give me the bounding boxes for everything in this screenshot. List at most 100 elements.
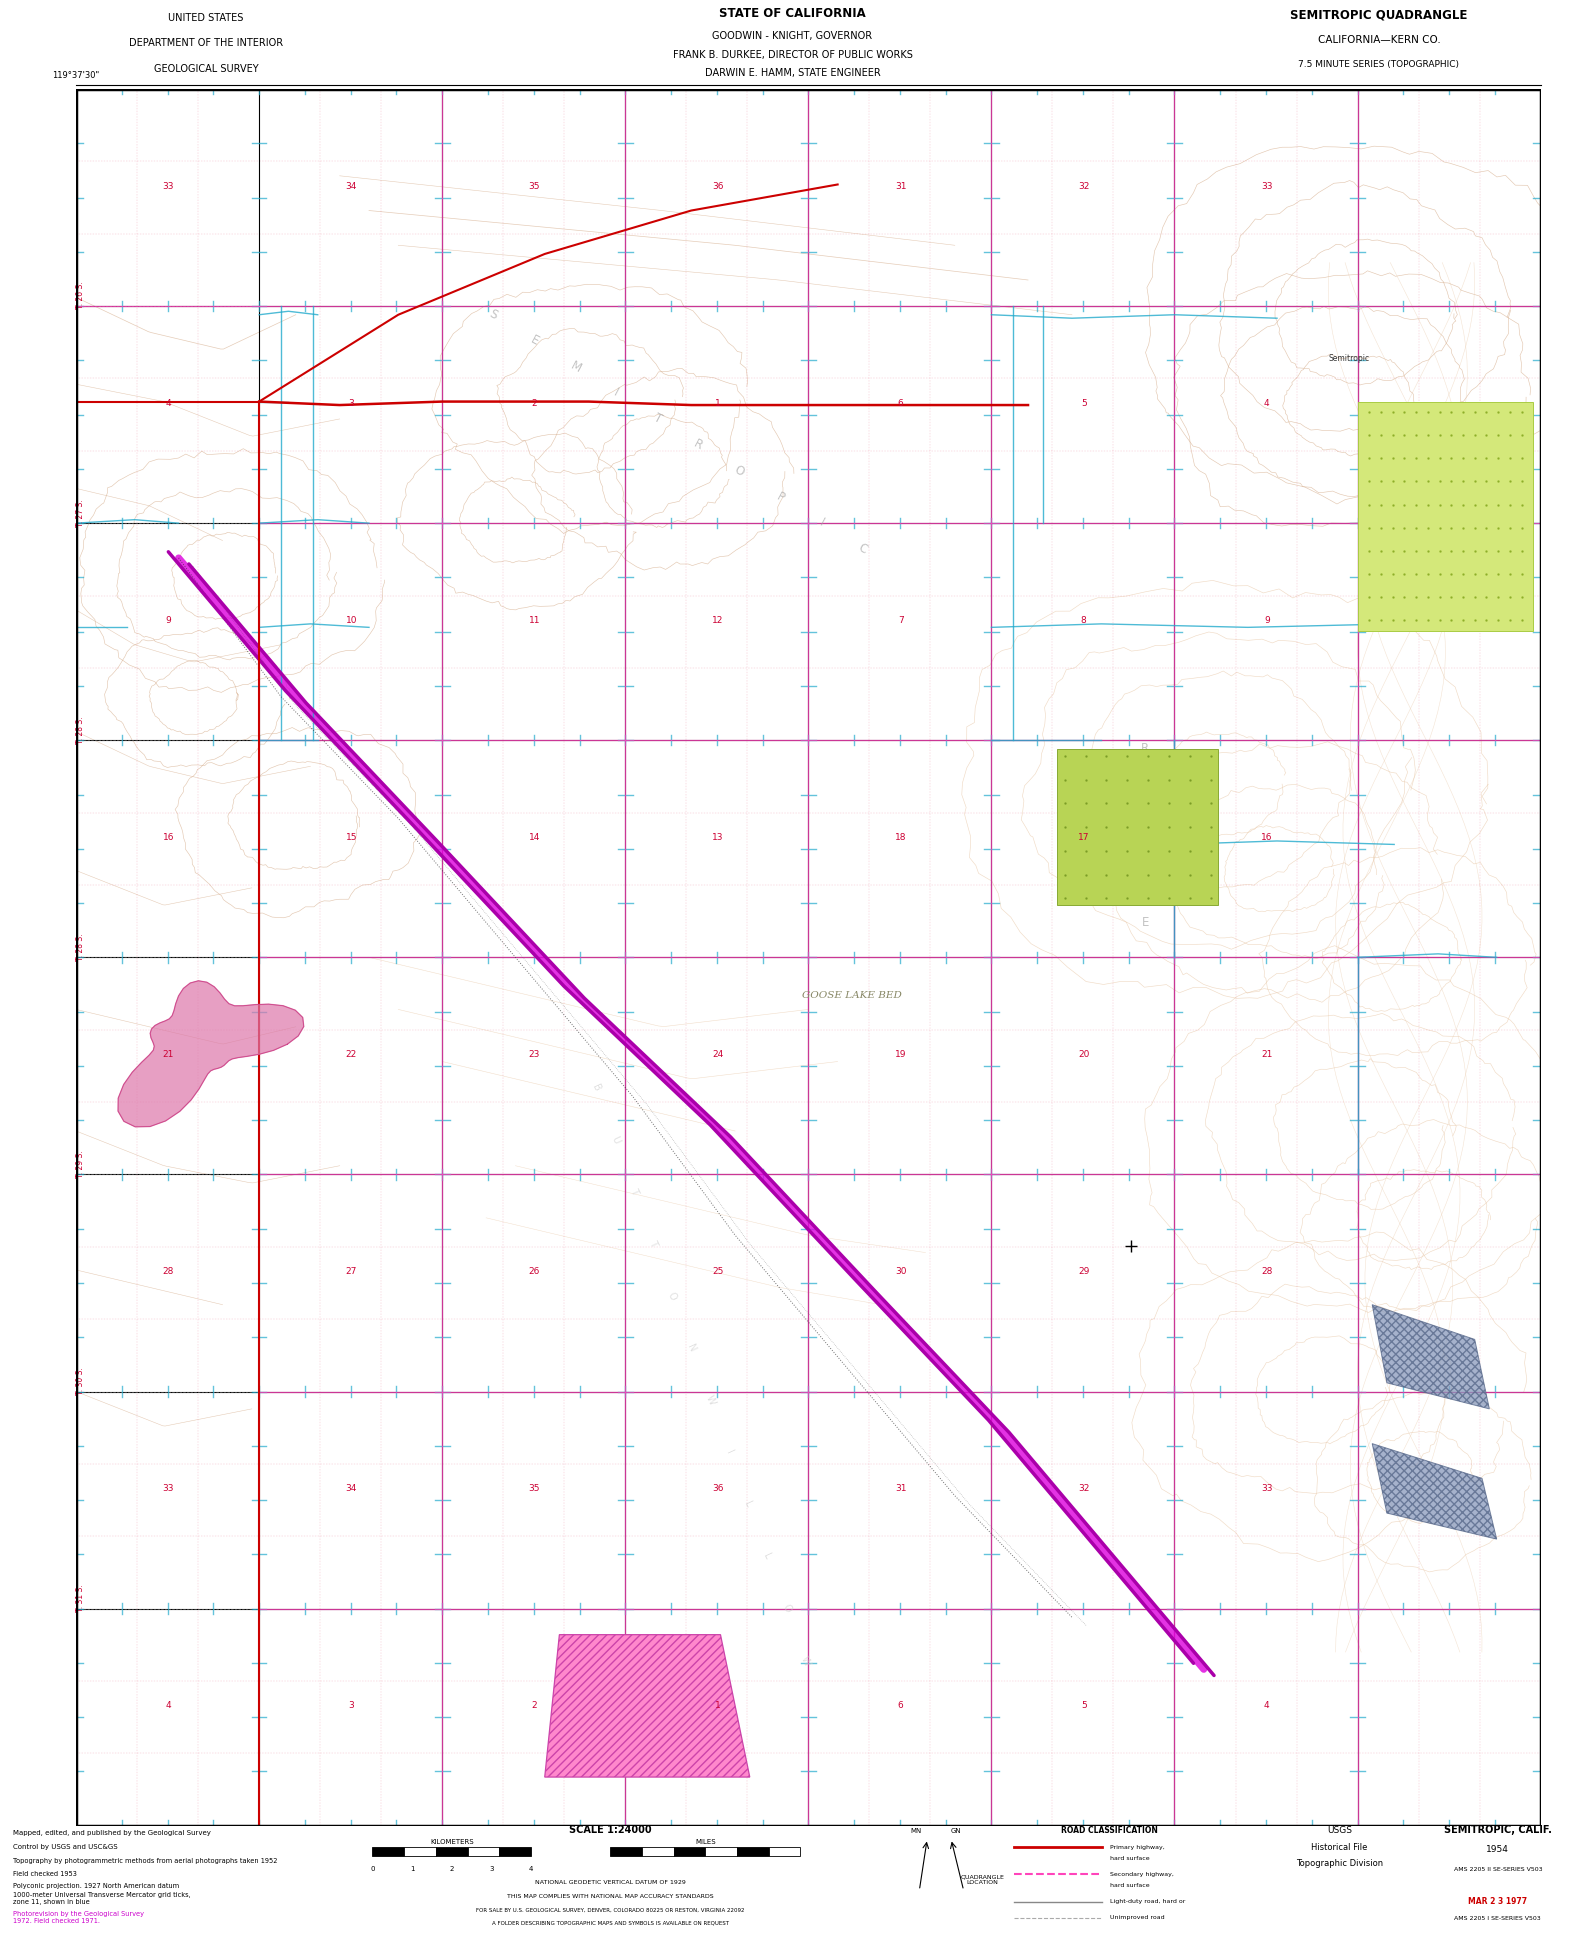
Text: O: O xyxy=(780,1603,792,1615)
Text: Primary highway,: Primary highway, xyxy=(1110,1845,1165,1849)
Text: T: T xyxy=(647,1240,659,1249)
Text: 28: 28 xyxy=(163,1267,174,1276)
Text: Control by USGS and USC&GS: Control by USGS and USC&GS xyxy=(13,1845,117,1851)
Bar xyxy=(705,1847,737,1857)
Text: hard surface: hard surface xyxy=(1110,1857,1149,1861)
Text: CALIFORNIA—KERN CO.: CALIFORNIA—KERN CO. xyxy=(1317,35,1441,44)
Bar xyxy=(372,1847,404,1857)
Text: 18: 18 xyxy=(896,834,907,841)
Text: SEMITROPIC QUADRANGLE: SEMITROPIC QUADRANGLE xyxy=(1290,8,1468,21)
Text: 21: 21 xyxy=(163,1050,174,1060)
Text: P: P xyxy=(775,489,786,505)
Polygon shape xyxy=(545,1634,750,1777)
Text: 2: 2 xyxy=(531,1702,537,1710)
Text: O: O xyxy=(666,1290,678,1302)
Text: 22: 22 xyxy=(346,1050,357,1060)
Text: Historical File: Historical File xyxy=(1311,1843,1368,1853)
Text: E: E xyxy=(1141,917,1149,928)
Text: QUADRANGLE
LOCATION: QUADRANGLE LOCATION xyxy=(961,1874,1005,1886)
Text: 3: 3 xyxy=(349,398,355,408)
Text: 5: 5 xyxy=(1081,398,1087,408)
Text: 0: 0 xyxy=(371,1866,374,1872)
Text: T. 31 S.: T. 31 S. xyxy=(76,1584,86,1613)
Text: L: L xyxy=(743,1499,754,1509)
Text: 15: 15 xyxy=(346,834,357,841)
Text: Topographic Division: Topographic Division xyxy=(1297,1859,1382,1868)
Text: Semitropic: Semitropic xyxy=(1328,354,1369,364)
Text: 4: 4 xyxy=(165,398,171,408)
Text: GN: GN xyxy=(951,1828,961,1833)
Text: SEMITROPIC, CALIF.: SEMITROPIC, CALIF. xyxy=(1444,1826,1552,1835)
Text: S: S xyxy=(487,308,499,323)
Bar xyxy=(642,1847,674,1857)
Text: Field checked 1953: Field checked 1953 xyxy=(13,1872,76,1878)
Text: 119°37'30": 119°37'30" xyxy=(52,72,100,79)
Text: 1000-meter Universal Transverse Mercator grid ticks,
zone 11, shown in blue: 1000-meter Universal Transverse Mercator… xyxy=(13,1891,190,1905)
Text: 6: 6 xyxy=(897,1702,903,1710)
Polygon shape xyxy=(1373,1443,1496,1539)
Text: N: N xyxy=(685,1342,697,1354)
Text: ROAD CLASSIFICATION: ROAD CLASSIFICATION xyxy=(1060,1826,1159,1835)
Text: MILES: MILES xyxy=(694,1839,716,1845)
Text: C: C xyxy=(856,542,869,557)
Text: 16: 16 xyxy=(1262,834,1273,841)
Text: T. 30 S.: T. 30 S. xyxy=(76,1367,86,1394)
Text: 19: 19 xyxy=(896,1050,907,1060)
Text: 32: 32 xyxy=(1078,182,1089,191)
Text: 25: 25 xyxy=(712,1267,723,1276)
Text: 33: 33 xyxy=(163,1483,174,1493)
Text: 4: 4 xyxy=(165,1702,171,1710)
Text: Mapped, edited, and published by the Geological Survey: Mapped, edited, and published by the Geo… xyxy=(13,1830,211,1835)
Text: M: M xyxy=(567,358,583,375)
Text: 6: 6 xyxy=(897,398,903,408)
Text: 34: 34 xyxy=(346,182,357,191)
Text: 33: 33 xyxy=(1262,182,1273,191)
Text: Unimproved road: Unimproved road xyxy=(1110,1915,1163,1920)
Text: Light-duty road, hard or: Light-duty road, hard or xyxy=(1110,1899,1186,1903)
Text: R: R xyxy=(1141,743,1149,756)
Text: 1: 1 xyxy=(411,1866,414,1872)
Text: 31: 31 xyxy=(896,182,907,191)
Text: 35: 35 xyxy=(529,182,540,191)
Text: 33: 33 xyxy=(1262,1483,1273,1493)
Bar xyxy=(499,1847,531,1857)
Bar xyxy=(737,1847,769,1857)
Text: D: D xyxy=(1141,830,1149,843)
Text: T: T xyxy=(628,1187,640,1197)
Text: 7.5 MINUTE SERIES (TOPOGRAPHIC): 7.5 MINUTE SERIES (TOPOGRAPHIC) xyxy=(1298,60,1460,68)
Bar xyxy=(674,1847,705,1857)
Text: E: E xyxy=(528,333,540,348)
Bar xyxy=(610,1847,642,1857)
Text: U: U xyxy=(609,1135,621,1145)
Text: 12: 12 xyxy=(712,615,723,625)
Text: 30: 30 xyxy=(896,1267,907,1276)
Text: 10: 10 xyxy=(346,615,357,625)
Text: 4: 4 xyxy=(1263,1702,1270,1710)
Text: 20: 20 xyxy=(1078,1050,1089,1060)
Text: 1: 1 xyxy=(715,398,721,408)
Text: 11: 11 xyxy=(529,615,540,625)
Text: 28: 28 xyxy=(1262,1267,1273,1276)
Text: 9: 9 xyxy=(165,615,171,625)
Text: 17: 17 xyxy=(1078,834,1089,841)
Bar xyxy=(468,1847,499,1857)
Text: Photorevision by the Geological Survey
1972. Field checked 1971.: Photorevision by the Geological Survey 1… xyxy=(13,1911,144,1924)
Text: GOOSE LAKE BED: GOOSE LAKE BED xyxy=(802,990,902,1000)
Text: G: G xyxy=(1141,872,1149,886)
Text: T: T xyxy=(651,412,664,425)
Text: T. 26 S.: T. 26 S. xyxy=(76,282,86,309)
Text: 3: 3 xyxy=(349,1702,355,1710)
Text: 26: 26 xyxy=(529,1267,540,1276)
Text: W: W xyxy=(799,1654,812,1667)
Text: B: B xyxy=(590,1083,602,1093)
Text: 4: 4 xyxy=(1263,398,1270,408)
Bar xyxy=(1057,748,1219,905)
Text: SCALE 1:24000: SCALE 1:24000 xyxy=(569,1826,651,1835)
Text: 2: 2 xyxy=(531,398,537,408)
Text: 34: 34 xyxy=(346,1483,357,1493)
Text: I: I xyxy=(724,1449,734,1456)
Text: Polyconic projection. 1927 North American datum: Polyconic projection. 1927 North America… xyxy=(13,1884,179,1890)
Text: T. 28 S.: T. 28 S. xyxy=(76,716,86,743)
Text: GEOLOGICAL SURVEY: GEOLOGICAL SURVEY xyxy=(154,64,258,73)
Polygon shape xyxy=(1373,1305,1490,1408)
